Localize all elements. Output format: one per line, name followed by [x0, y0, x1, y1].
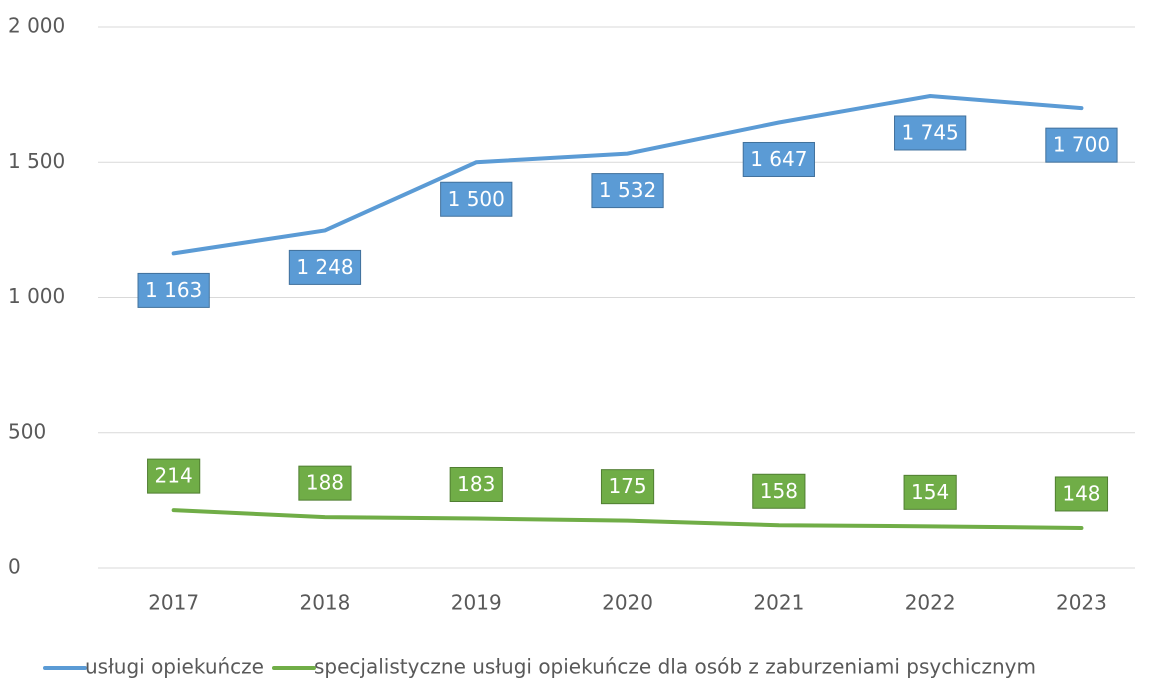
data-label: 1 248 [296, 255, 353, 279]
data-label: 1 532 [599, 178, 656, 202]
line [171, 508, 1084, 530]
line [171, 93, 1084, 256]
data-label: 1 700 [1053, 133, 1110, 157]
y-tick-label: 2 000 [8, 14, 65, 38]
data-label-box [1054, 476, 1109, 512]
x-tick-label: 2022 [905, 591, 956, 615]
data-label-box [903, 474, 957, 510]
x-tick-label: 2017 [148, 591, 199, 615]
data-label: 1 163 [145, 278, 202, 302]
data-label-box [288, 249, 362, 285]
data-label: 154 [911, 480, 949, 504]
x-tick-label: 2018 [299, 591, 350, 615]
data-label: 1 647 [750, 147, 807, 171]
data-label-box [137, 272, 210, 308]
data-label: 158 [760, 479, 798, 503]
y-tick-label: 0 [8, 555, 21, 579]
data-label-box [440, 181, 513, 217]
data-label-box [894, 115, 967, 151]
data-label: 175 [608, 474, 646, 498]
y-tick-label: 1 000 [8, 284, 65, 308]
data-label-box [742, 141, 815, 177]
x-tick-label: 2023 [1056, 591, 1107, 615]
data-label: 188 [306, 471, 344, 495]
legend-label: usługi opiekuńcze [85, 655, 264, 679]
data-label: 214 [155, 464, 193, 488]
legend-label: specjalistyczne usługi opiekuńcze dla os… [314, 655, 1036, 679]
data-label-box [600, 469, 655, 505]
data-label: 148 [1062, 481, 1100, 505]
data-label-box [298, 465, 352, 501]
data-label-box [1045, 127, 1118, 163]
data-label-box [449, 466, 503, 502]
x-tick-label: 2019 [451, 591, 502, 615]
x-tick-label: 2021 [753, 591, 804, 615]
data-label: 1 500 [448, 187, 505, 211]
data-label-box [147, 458, 201, 494]
y-tick-label: 1 500 [8, 149, 65, 173]
data-label: 1 745 [902, 120, 959, 144]
data-label-box [752, 473, 806, 509]
x-tick-label: 2020 [602, 591, 653, 615]
data-label: 183 [457, 472, 495, 496]
y-tick-label: 500 [8, 419, 46, 443]
data-label-box [591, 173, 664, 209]
